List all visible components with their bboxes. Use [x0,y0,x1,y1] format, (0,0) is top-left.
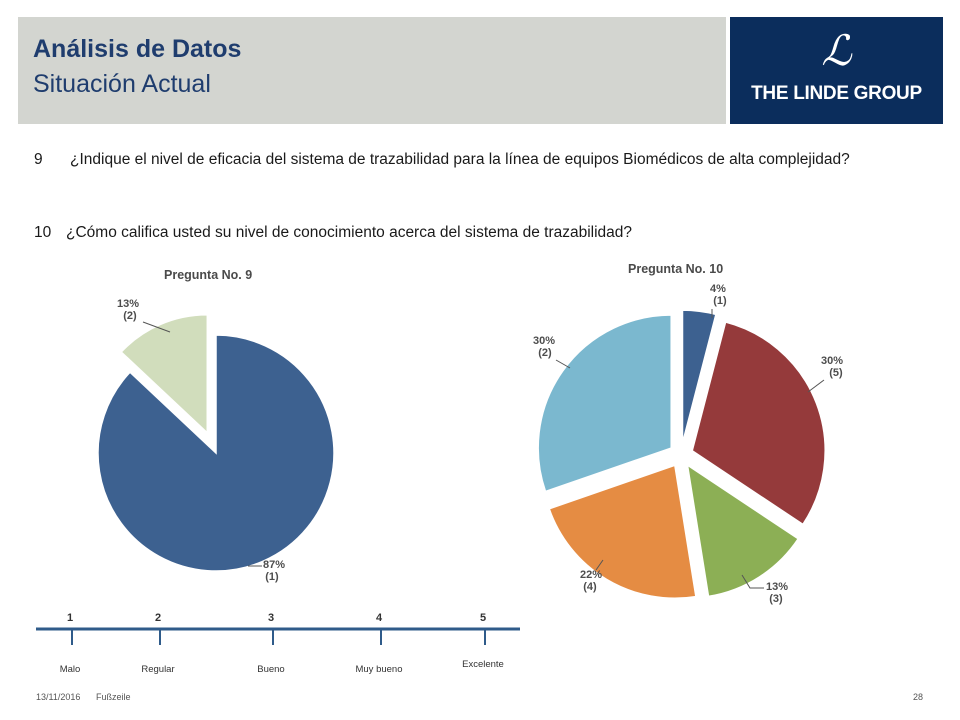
scale-number: 1 [67,612,73,624]
slice-count-label: (2) [123,310,137,322]
slice-percent-label: 13% [117,298,139,310]
rating-scale: 1 Malo 2 Regular 3 Bueno 4 Muy bueno 5 Excelente [36,612,520,675]
slice-count-label: (3) [769,593,783,605]
slice-percent-label: 4% [710,283,726,295]
header-band: Análisis de Datos Situación Actual [18,17,726,124]
slice-count-label: (1) [265,571,279,583]
pie-chart-9: 87%(1) 13%(2) [97,298,335,583]
slice-percent-label: 22% [580,569,602,581]
pie-slice [686,463,800,598]
pie-slice [681,309,717,444]
scale-number: 4 [376,612,383,624]
question-text: ¿Cómo califica usted su nivel de conocim… [66,224,633,241]
question-number: 10 [34,224,52,241]
slice-count-label: (5) [829,367,843,379]
page-number: 28 [913,692,924,702]
footer-label: Fußzeile [96,692,131,702]
leader-line [741,574,764,589]
scale-label: Bueno [257,664,284,675]
slice-count-label: (2) [538,347,552,359]
page-title: Análisis de Datos [33,35,242,63]
question-number: 9 [34,151,43,168]
scale-label: Malo [60,664,81,675]
pie-chart-10: 4%(1)30%(5)13%(3)22%(4)30%(2) [533,283,843,605]
pie-slice [537,314,672,493]
leader-line [595,559,604,571]
chart-title-10: Pregunta No. 10 [628,262,723,276]
leader-line [807,379,825,393]
linde-logo-text: THE LINDE GROUP [751,83,922,104]
slice-count-label: (1) [713,295,727,307]
footer-date: 13/11/2016 [36,692,81,702]
question-text: ¿Indique el nivel de eficacia del sistem… [70,151,850,168]
slice-percent-label: 87% [263,559,285,571]
scale-number: 3 [268,612,274,624]
slice-percent-label: 30% [821,355,843,367]
scale-label: Excelente [462,659,504,670]
leader-line [555,359,571,369]
linde-logo: ℒ THE LINDE GROUP [730,17,943,124]
pie-slice [97,334,335,572]
leader-line [142,321,171,333]
pie-slice [120,314,209,435]
pie-slice [691,321,826,526]
scale-label: Muy bueno [355,664,402,675]
scale-label: Regular [141,664,174,675]
scale-number: 5 [480,612,486,624]
scale-number: 2 [155,612,161,624]
slice-percent-label: 13% [766,581,788,593]
linde-logo-mark: ℒ [821,29,852,75]
page-subtitle: Situación Actual [33,70,211,98]
chart-title-9: Pregunta No. 9 [164,268,252,282]
pie-slice [548,464,697,599]
slice-percent-label: 30% [533,335,555,347]
slice-count-label: (4) [583,581,597,593]
